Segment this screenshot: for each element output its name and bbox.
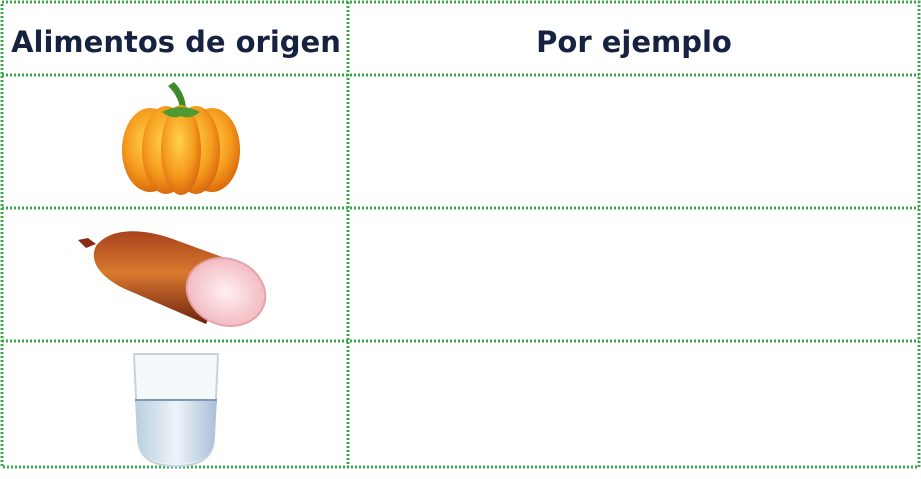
table-borders bbox=[0, 0, 921, 469]
pumpkin-icon bbox=[122, 82, 240, 195]
column-header: Por ejemplo bbox=[536, 25, 732, 59]
column-header: Alimentos de origen bbox=[11, 25, 341, 59]
sausage-icon bbox=[78, 231, 267, 327]
glass-icon bbox=[132, 353, 220, 468]
